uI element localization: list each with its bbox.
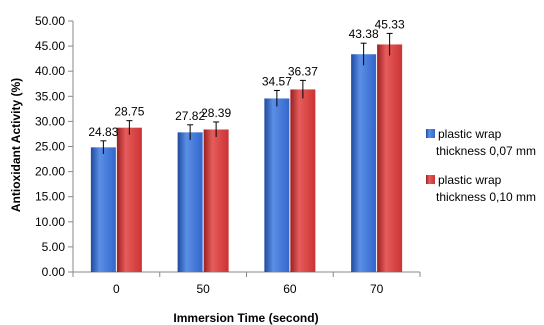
bar	[203, 129, 229, 272]
legend-label: thickness 0,07 mm	[436, 144, 536, 158]
data-label: 43.38	[349, 27, 379, 41]
x-tick-label: 60	[283, 282, 297, 296]
y-tick-label: 0.00	[42, 265, 66, 279]
y-axis-title: Antioxidant Activity (%)	[9, 78, 23, 212]
y-tick-label: 20.00	[35, 165, 65, 179]
bar	[290, 89, 316, 272]
y-tick-label: 25.00	[35, 140, 65, 154]
legend-swatch	[426, 175, 435, 184]
bar	[377, 44, 403, 272]
y-tick-label: 35.00	[35, 89, 65, 103]
legend: plastic wrap thickness 0,07 mm plastic wra…	[426, 127, 536, 204]
data-label: 27.82	[175, 109, 205, 123]
bar	[264, 98, 290, 272]
bar	[116, 127, 142, 272]
x-axis-title: Immersion Time (second)	[173, 311, 318, 325]
x-tick-label: 0	[113, 282, 120, 296]
legend-label: plastic wrap	[438, 127, 502, 141]
y-tick-label: 40.00	[35, 64, 65, 78]
legend-swatch	[426, 129, 435, 138]
data-label: 28.75	[114, 105, 144, 119]
y-tick-label: 45.00	[35, 39, 65, 53]
x-tick-label: 70	[370, 282, 384, 296]
legend-label: plastic wrap	[438, 173, 502, 187]
y-tick-label: 5.00	[42, 240, 66, 254]
bars	[90, 32, 403, 273]
data-label: 28.39	[201, 106, 231, 120]
data-label: 34.57	[262, 74, 292, 88]
bar	[351, 54, 377, 273]
y-tick-label: 10.00	[35, 215, 65, 229]
legend-label: thickness 0,10 mm	[436, 190, 536, 204]
data-label: 45.33	[375, 17, 405, 31]
y-tick-label: 15.00	[35, 190, 65, 204]
y-axis-ticks: 0.00 5.00 10.00 15.00 20.00 25.00 30.00 35.00 40…	[35, 14, 73, 279]
y-tick-label: 50.00	[35, 14, 65, 28]
y-tick-label: 30.00	[35, 114, 65, 128]
bar	[177, 132, 203, 272]
x-axis-ticks: 0 50 60 70	[72, 272, 421, 296]
data-label: 24.83	[88, 125, 118, 139]
data-label: 36.37	[288, 64, 318, 78]
bar	[90, 147, 116, 272]
x-tick-label: 50	[196, 282, 210, 296]
